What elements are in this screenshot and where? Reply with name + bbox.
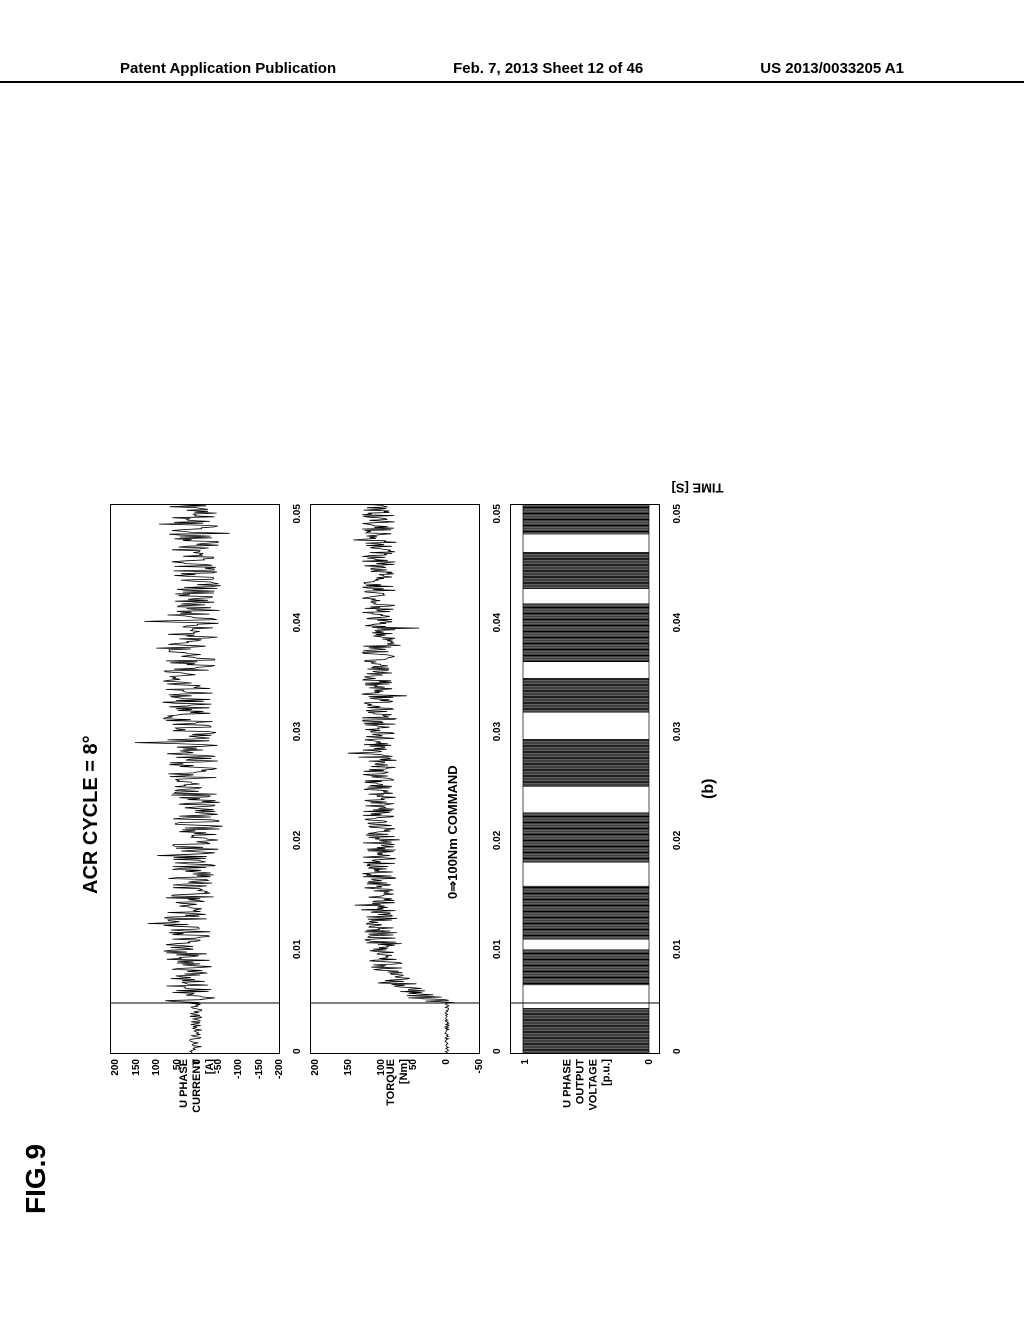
chart-u-phase-current: U PHASECURRENT[A] 200150100500-50-100-15…	[110, 504, 285, 1054]
chart2-yticks: 200150100500-50	[310, 1059, 485, 1089]
chart3-plot	[510, 504, 660, 1054]
chart1-yticks: 200150100500-50-100-150-200	[110, 1059, 285, 1089]
subfigure-label: (b)	[700, 779, 718, 799]
figure-label: FIG.9	[20, 1144, 52, 1214]
rotated-figure: FIG.9 ACR CYCLE = 8° U PHASECURRENT[A] 2…	[0, 250, 1024, 1274]
chart-torque: TORQUE[Nm] 200150100500-50 00.010.020.03…	[310, 504, 485, 1054]
time-axis-label: TIME [S]	[672, 481, 724, 496]
acr-title: ACR CYCLE = 8°	[80, 735, 103, 894]
chart3-xticks: 00.010.020.030.040.05	[672, 504, 683, 1054]
chart2-xticks: 00.010.020.030.040.05	[492, 504, 503, 1054]
header-right: US 2013/0033205 A1	[760, 60, 904, 77]
chart-u-phase-voltage: U PHASEOUTPUTVOLTAGE[p.u.] 10 00.010.020…	[510, 504, 665, 1054]
header-left: Patent Application Publication	[120, 60, 336, 77]
page-header: Patent Application Publication Feb. 7, 2…	[0, 60, 1024, 83]
chart3-yticks: 10	[510, 1059, 665, 1089]
header-center: Feb. 7, 2013 Sheet 12 of 46	[453, 60, 643, 77]
figure-content: FIG.9 ACR CYCLE = 8° U PHASECURRENT[A] 2…	[0, 150, 1024, 1250]
chart1-plot	[110, 504, 280, 1054]
command-annotation: 0⇒100Nm COMMAND	[445, 765, 461, 899]
chart1-xticks: 00.010.020.030.040.05	[292, 504, 303, 1054]
